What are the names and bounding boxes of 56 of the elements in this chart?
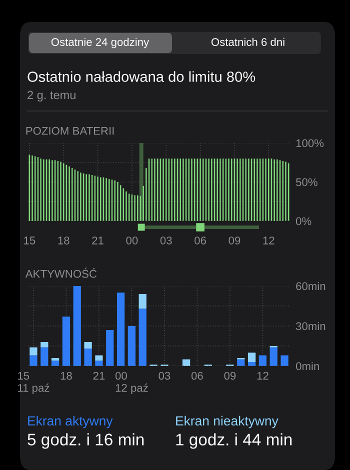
text: 1 godz. i 44 min: [176, 433, 292, 449]
x-tick-label: 06: [194, 236, 206, 244]
bar: [116, 292, 125, 366]
x-tick-label: 21: [93, 372, 105, 380]
bar: [40, 342, 48, 348]
bar: [51, 358, 60, 361]
bar: [95, 355, 103, 361]
x-tick-label: 03: [158, 372, 170, 380]
bar: [248, 362, 256, 366]
bar: [84, 342, 92, 349]
x-tick-label: 18: [58, 236, 70, 244]
bar: [51, 360, 60, 366]
x-tick-label: 18: [60, 372, 72, 380]
text: Ekran nieaktywny: [176, 416, 278, 428]
bar: [248, 352, 256, 362]
chart-title: AKTYWNOŚĆ: [25, 268, 97, 278]
bar: [182, 359, 190, 366]
bar: [62, 316, 70, 366]
y-tick-label: 100%: [296, 139, 324, 148]
bar: [237, 359, 245, 366]
bar: [258, 355, 267, 366]
bar: [106, 330, 114, 366]
y-tick-label: 0min: [296, 362, 319, 370]
x-tick-label: 15: [24, 236, 36, 244]
x-tick-label: 00: [126, 236, 138, 244]
bar: [30, 355, 38, 366]
y-tick-label: 30min: [296, 322, 326, 330]
bar: [84, 348, 92, 366]
x-tick-label: 12: [257, 372, 268, 380]
text: 2 g. temu: [28, 90, 76, 102]
x-tick-label: 12: [263, 236, 274, 244]
text: 5 godz. i 16 min: [28, 433, 144, 449]
text: Ekran aktywny: [28, 416, 113, 428]
bar: [30, 347, 38, 356]
y-tick-label: 0%: [296, 217, 312, 226]
x-tick-label: 06: [191, 372, 203, 380]
bar: [40, 347, 48, 366]
y-tick-label: 50%: [296, 178, 318, 186]
text: Ostatnich 6 dni: [211, 38, 284, 46]
chart-title: POZIOM BATERII: [26, 126, 114, 135]
bar: [138, 308, 146, 366]
x-tick-label: 15 11 paź: [18, 372, 50, 394]
bar: [138, 294, 146, 309]
bar: [95, 360, 103, 366]
bar: [128, 326, 136, 366]
x-tick-label: 21: [92, 236, 104, 244]
bar: [73, 286, 81, 366]
x-tick-label: 00 12 paź: [115, 372, 148, 394]
bar: [280, 355, 288, 366]
x-tick-label: 09: [228, 236, 240, 244]
text: Ostatnio naładowana do limitu 80%: [28, 71, 256, 82]
bar: [270, 347, 278, 366]
text: Ostatnie 24 godziny: [51, 38, 150, 48]
y-tick-label: 60min: [296, 282, 326, 290]
x-tick-label: 09: [224, 372, 236, 380]
x-tick-label: 03: [160, 236, 172, 244]
